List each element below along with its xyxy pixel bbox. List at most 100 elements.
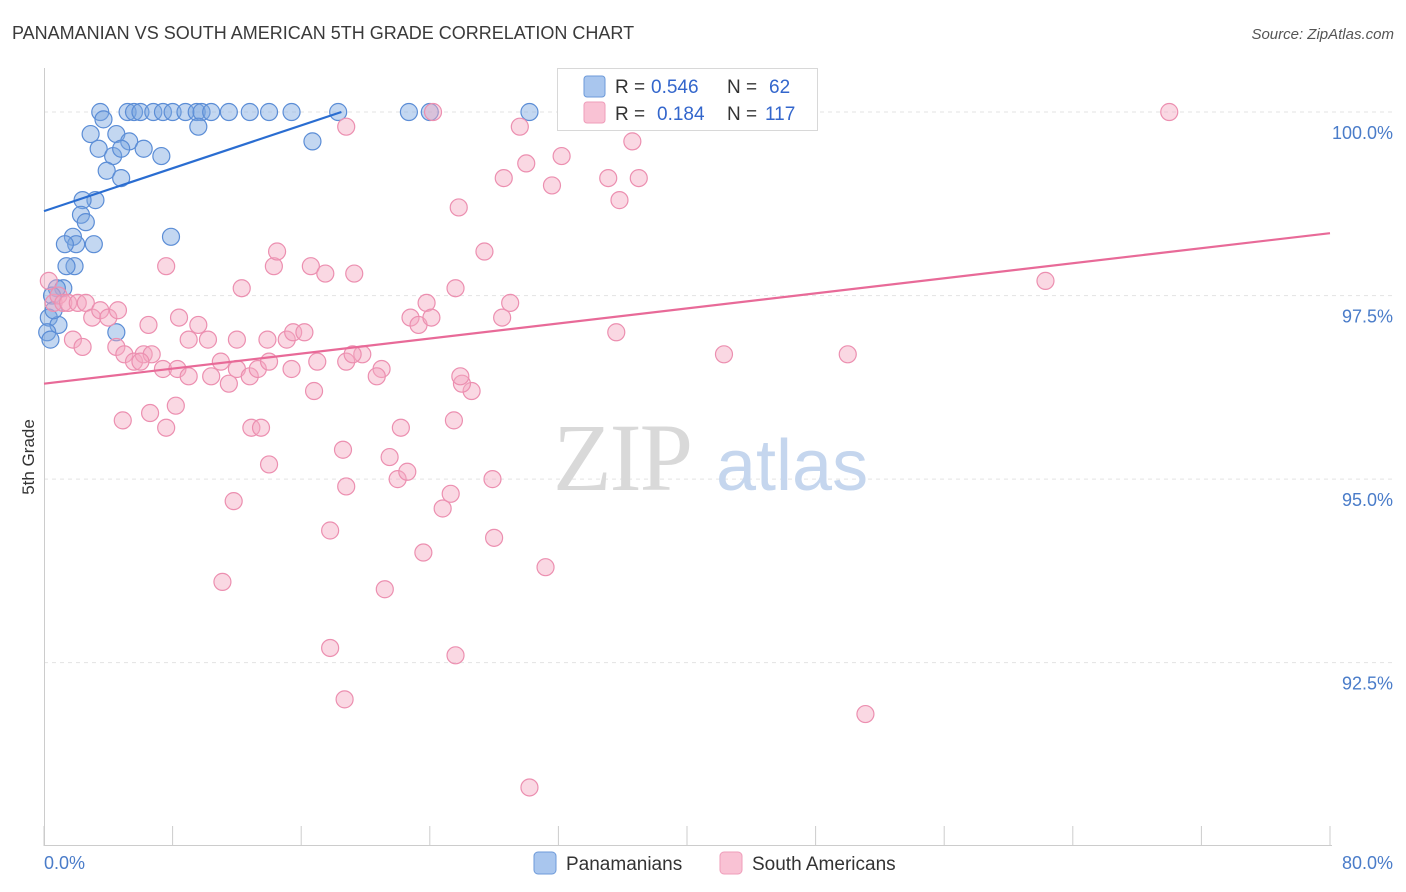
panamanian-point-9 [192, 102, 211, 122]
trend-lines [43, 110, 1331, 385]
south-american-point-104 [542, 176, 562, 195]
panamanian-point-22 [81, 124, 100, 144]
south-american-point-103 [552, 146, 571, 166]
south-american-point-61 [714, 345, 734, 364]
legend-r-value-2: 0.184 [657, 104, 705, 125]
south-american-point-12 [73, 337, 92, 357]
south-american-point-86 [414, 543, 433, 562]
panamanian-point-5 [153, 102, 173, 122]
bottom-legend-swatch-panamanians [533, 851, 557, 875]
south-american-point-18 [131, 352, 150, 371]
south-american-point-27 [248, 359, 267, 379]
south-american-point-89 [485, 528, 504, 547]
south-american-point-37 [179, 330, 198, 349]
panamanian-point-51 [41, 330, 60, 349]
south-american-point-64 [166, 396, 185, 415]
watermark: ZIP atlas [553, 404, 868, 511]
south-american-point-66 [113, 411, 132, 430]
x-tick-label-max: 80.0% [1342, 853, 1393, 873]
legend-r-value-1: 0.546 [651, 77, 699, 98]
panamanian-point-8 [187, 102, 206, 122]
south-american-point-50 [316, 264, 335, 283]
south-american-point-21 [179, 367, 198, 386]
bottom-legend-label-south-americans: South Americans [752, 854, 896, 875]
south-american-point-95 [335, 690, 354, 709]
south-american-point-71 [304, 381, 324, 401]
panamanian-point-16 [399, 102, 419, 122]
south-american-point-10 [108, 301, 128, 320]
south-american-point-47 [264, 257, 283, 276]
panamanian-point-41 [161, 227, 181, 246]
south-american-point-40 [258, 330, 277, 349]
panamanian-point-40 [84, 235, 103, 254]
panamanian-point-10 [202, 102, 221, 122]
south-american-point-36 [189, 315, 208, 335]
panamanian-point-27 [112, 139, 131, 158]
south-american-point-17 [142, 345, 161, 364]
south-american-point-65 [140, 403, 160, 423]
south-american-point-14 [115, 345, 134, 364]
south-american-point-43 [295, 323, 314, 342]
south-american-point-39 [227, 330, 246, 349]
south-american-point-58 [501, 293, 520, 313]
panamanian-point-46 [42, 286, 62, 305]
south-american-point-30 [308, 352, 327, 371]
south-american-point-46 [232, 279, 251, 298]
legend-n-label-1: N = [727, 77, 757, 98]
south-american-point-54 [417, 293, 436, 313]
south-american-point-91 [213, 572, 232, 591]
stats-legend: R = 0.546 N = 62 R = 0.184 N = 117 [557, 68, 818, 131]
south-american-point-70 [259, 455, 279, 474]
south-american-point-49 [301, 257, 320, 276]
legend-swatch-panamanians [583, 75, 606, 98]
south-american-point-48 [267, 242, 287, 261]
south-american-point-56 [446, 279, 465, 298]
south-american-trend-line [43, 232, 1331, 385]
panamanian-point-52 [44, 301, 63, 320]
south-american-point-106 [610, 191, 629, 210]
legend-r-label-1: R = [615, 77, 645, 98]
panamanian-point-6 [163, 102, 182, 122]
y-axis-label: 5th Grade [19, 419, 38, 495]
panamanian-point-24 [89, 139, 108, 158]
series-legend: Panamanians South Americans [533, 851, 896, 875]
panamanian-point-12 [240, 102, 259, 122]
south-american-point-96 [856, 704, 875, 724]
panamanian-point-39 [55, 235, 74, 254]
south-american-point-57 [493, 308, 512, 327]
panamanian-point-43 [57, 257, 76, 276]
south-american-point-102 [494, 168, 513, 188]
south-american-point-73 [367, 367, 386, 386]
panamanian-point-2 [124, 102, 144, 122]
south-american-point-77 [398, 462, 417, 481]
south-american-point-101 [517, 154, 536, 173]
south-american-point-87 [433, 499, 452, 518]
legend-r-label-2: R = [615, 104, 645, 125]
south-american-point-44 [343, 345, 362, 364]
legend-swatch-south-americans [583, 101, 606, 124]
legend-n-label-2: N = [727, 104, 757, 125]
south-american-point-105 [599, 168, 618, 188]
panamanian-point-48 [49, 315, 68, 335]
south-american-point-99 [423, 102, 443, 122]
south-american-point-41 [277, 330, 296, 349]
panamanian-point-20 [189, 117, 208, 136]
south-american-point-60 [607, 323, 626, 342]
south-american-point-72 [333, 440, 353, 459]
panamanian-point-31 [97, 161, 116, 180]
south-american-point-67 [157, 418, 176, 437]
watermark-atlas: atlas [716, 426, 868, 506]
south-american-point-94 [446, 646, 465, 665]
y-tick-label-0: 100.0% [1332, 123, 1393, 143]
south-american-point-82 [483, 470, 502, 489]
south-american-point-9 [99, 308, 118, 327]
panamanian-point-13 [259, 102, 279, 122]
panamanian-point-21 [94, 110, 113, 129]
watermark-zip: ZIP [553, 404, 691, 511]
south-american-point-79 [462, 381, 481, 401]
south-american-point-62 [838, 345, 857, 364]
south-american-point-93 [321, 638, 340, 658]
south-american-point-85 [337, 477, 356, 496]
legend-n-value-2: 117 [765, 104, 795, 125]
south-american-point-76 [388, 470, 407, 489]
